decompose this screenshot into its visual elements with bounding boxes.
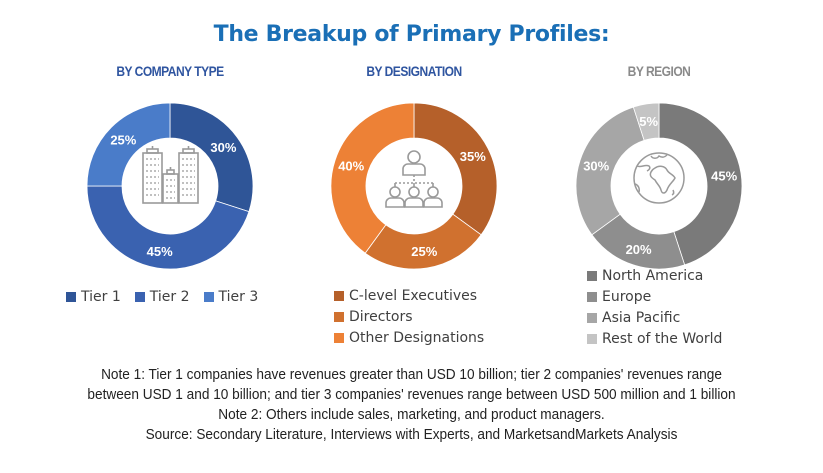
donut-slice-c-level-executives: [413, 102, 498, 236]
legend-label: Tier 2: [149, 288, 190, 305]
note-1-line-2: between USD 1 and 10 billion; and tier 3…: [87, 387, 736, 403]
donut-region: 45% 20% 30% 5%: [575, 102, 743, 270]
data-label: 30%: [210, 140, 236, 155]
legend-item-europe: Europe: [587, 286, 722, 307]
donut-slice-other-designations: [330, 102, 415, 254]
legend-label: Rest of the World: [602, 330, 723, 347]
legend-item-other-designations: Other Designations: [334, 327, 484, 348]
legend-swatch: [66, 291, 76, 302]
donut-slice-asia-pacific: [575, 106, 645, 236]
page-title: The Breakup of Primary Profiles:: [213, 22, 610, 47]
legend-swatch: [587, 333, 597, 344]
legend-label: Tier 1: [81, 288, 121, 305]
legend-region: North America Europe Asia Pacific Rest o…: [587, 265, 722, 349]
data-label: 45%: [147, 244, 173, 259]
legend-swatch: [587, 312, 597, 323]
legend-swatch: [587, 291, 597, 302]
source-note: Source: Secondary Literature, Interviews…: [145, 427, 678, 443]
donut-slice-tier-2: [86, 185, 250, 270]
data-label: 5%: [639, 114, 658, 129]
legend-company-type: Tier 1 Tier 2 Tier 3: [66, 286, 258, 307]
globe-icon: [633, 152, 685, 204]
chart-title-region: BY REGION: [627, 63, 691, 79]
legend-item-north-america: North America: [587, 265, 722, 286]
chart-title-company-type: BY COMPANY TYPE: [116, 63, 224, 79]
legend-swatch: [334, 332, 344, 343]
donut-slice-tier-1: [169, 102, 254, 213]
legend-swatch: [587, 270, 597, 281]
data-label: 40%: [338, 159, 364, 174]
footnotes: Note 1: Tier 1 companies have revenues g…: [25, 365, 799, 445]
legend-label: C-level Executives: [349, 287, 478, 304]
legend-swatch: [334, 290, 344, 301]
legend-item-tier-3: Tier 3: [203, 286, 259, 307]
legend-swatch: [334, 311, 344, 322]
note-2: Note 2: Others include sales, marketing,…: [218, 407, 605, 423]
legend-item-directors: Directors: [334, 306, 484, 327]
legend-item-tier-2: Tier 2: [134, 286, 190, 307]
legend-label: Europe: [602, 288, 652, 305]
donut-slice-north-america: [658, 102, 743, 266]
donut-company-type: 30% 45% 25%: [86, 102, 254, 270]
legend-item-asia-pacific: Asia Pacific: [587, 307, 722, 328]
legend-label: Directors: [349, 308, 413, 325]
legend-swatch: [134, 291, 145, 302]
donut-slice-tier-3: [86, 102, 171, 187]
legend-label: Other Designations: [349, 329, 485, 346]
legend-swatch: [203, 291, 214, 302]
data-label: 25%: [411, 244, 437, 259]
legend-label: Tier 3: [218, 288, 259, 305]
legend-label: North America: [602, 267, 704, 284]
legend-item-rest-of-world: Rest of the World: [587, 328, 722, 349]
donut-designation: 35% 25% 40%: [330, 102, 498, 270]
legend-designation: C-level Executives Directors Other Desig…: [334, 285, 484, 348]
data-label: 35%: [460, 149, 486, 164]
legend-item-c-level: C-level Executives: [334, 285, 484, 306]
data-label: 30%: [583, 159, 609, 174]
buildings-icon: [142, 146, 199, 204]
legend-item-tier-1: Tier 1: [66, 286, 121, 307]
data-label: 20%: [626, 242, 652, 257]
data-label: 25%: [110, 132, 136, 147]
chart-title-designation: BY DESIGNATION: [366, 63, 462, 79]
legend-label: Asia Pacific: [602, 309, 681, 326]
note-1-line-1: Note 1: Tier 1 companies have revenues g…: [101, 367, 722, 383]
donut-slice-rest-of-the-world: [632, 102, 660, 141]
data-label: 45%: [711, 169, 737, 184]
org-hierarchy-icon: [385, 150, 443, 208]
